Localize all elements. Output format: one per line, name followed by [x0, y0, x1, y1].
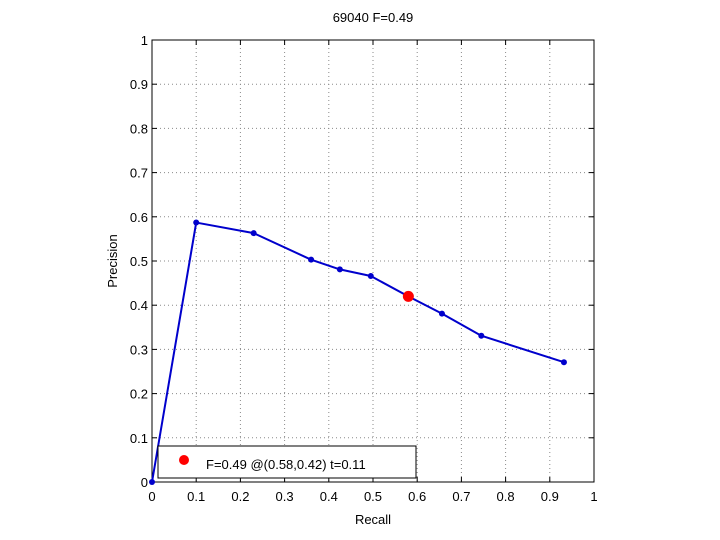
y-tick-label: 0.8	[130, 121, 148, 136]
x-tick-label: 0.2	[231, 489, 249, 504]
x-tick-label: 0.6	[408, 489, 426, 504]
y-tick-label: 1	[141, 33, 148, 48]
y-tick-label: 0.1	[130, 431, 148, 446]
legend: F=0.49 @(0.58,0.42) t=0.11	[157, 445, 417, 479]
y-tick-label: 0.6	[130, 210, 148, 225]
x-tick-label: 0.9	[541, 489, 559, 504]
series-layer	[149, 219, 567, 485]
chart-title: 69040 F=0.49	[333, 10, 414, 25]
data-point	[367, 273, 374, 280]
x-tick-label: 0.3	[276, 489, 294, 504]
axis-ticks: 0 0.1 0.2 0.3 0.4 0.5 0.6 0.7 0.8 0.9 1 0 0.1 0.2 0.3 0…	[130, 33, 598, 504]
x-tick-label: 0.1	[187, 489, 205, 504]
data-point	[250, 230, 257, 237]
data-point	[193, 219, 200, 226]
data-point	[438, 310, 445, 317]
y-tick-label: 0.3	[130, 342, 148, 357]
y-axis-label: Precision	[105, 234, 120, 287]
y-tick-label: 0	[141, 475, 148, 490]
data-point	[336, 266, 343, 273]
y-tick-label: 0.5	[130, 254, 148, 269]
x-tick-label: 1	[590, 489, 597, 504]
data-point	[149, 479, 155, 485]
legend-frame	[157, 445, 417, 479]
data-point	[308, 256, 315, 263]
grid	[152, 40, 594, 482]
y-tick-label: 0.2	[130, 387, 148, 402]
legend-marker	[179, 455, 189, 465]
series-line	[151, 221, 565, 483]
x-tick-label: 0.5	[364, 489, 382, 504]
y-tick-label: 0.4	[130, 298, 148, 313]
y-tick-label: 0.9	[130, 77, 148, 92]
x-tick-label: 0	[148, 489, 155, 504]
x-axis-label: Recall	[355, 512, 391, 527]
legend-label: F=0.49 @(0.58,0.42) t=0.11	[206, 457, 366, 472]
x-tick-label: 0.7	[452, 489, 470, 504]
best-f-point	[402, 290, 414, 302]
y-tick-label: 0.7	[130, 166, 148, 181]
x-tick-label: 0.4	[320, 489, 338, 504]
x-tick-label: 0.8	[497, 489, 515, 504]
data-point	[560, 359, 567, 366]
data-point	[478, 332, 485, 339]
